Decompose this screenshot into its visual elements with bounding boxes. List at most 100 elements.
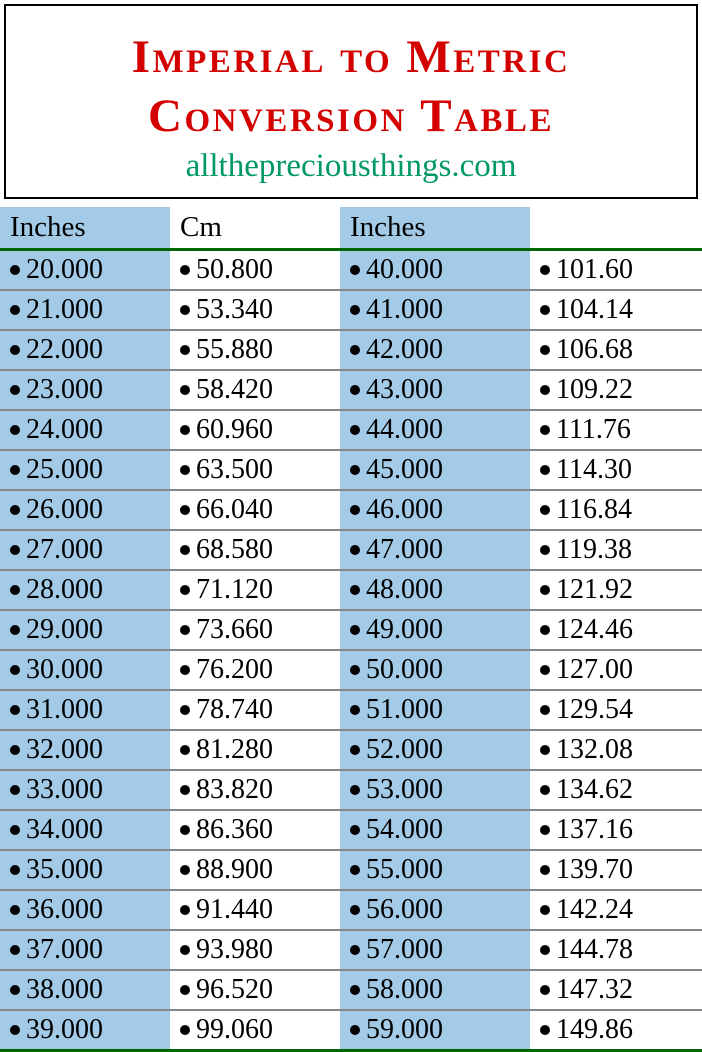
- bullet-icon: [350, 705, 360, 715]
- bullet-icon: [350, 465, 360, 475]
- column-header: Cm: [170, 207, 340, 250]
- table-cell: 106.68: [530, 330, 702, 370]
- table-header-row: InchesCmInches: [0, 207, 702, 250]
- table-cell: 24.000: [0, 410, 170, 450]
- bullet-icon: [540, 585, 550, 595]
- cell-value: 106.68: [556, 334, 633, 365]
- table-cell: 57.000: [340, 930, 530, 970]
- bullet-icon: [10, 425, 20, 435]
- table-cell: 38.000: [0, 970, 170, 1010]
- table-row: 28.00071.12048.000121.92: [0, 570, 702, 610]
- table-cell: 23.000: [0, 370, 170, 410]
- table-cell: 54.000: [340, 810, 530, 850]
- table-cell: 58.420: [170, 370, 340, 410]
- bullet-icon: [180, 745, 190, 755]
- bullet-icon: [10, 585, 20, 595]
- cell-value: 137.16: [556, 814, 633, 845]
- cell-value: 28.000: [26, 574, 103, 605]
- bullet-icon: [180, 305, 190, 315]
- table-cell: 53.000: [340, 770, 530, 810]
- table-cell: 44.000: [340, 410, 530, 450]
- cell-value: 68.580: [196, 534, 273, 565]
- bullet-icon: [180, 425, 190, 435]
- cell-value: 47.000: [366, 534, 443, 565]
- table-cell: 20.000: [0, 249, 170, 290]
- cell-value: 39.000: [26, 1014, 103, 1045]
- cell-value: 93.980: [196, 934, 273, 965]
- cell-value: 36.000: [26, 894, 103, 925]
- table-row: 26.00066.04046.000116.84: [0, 490, 702, 530]
- table-cell: 134.62: [530, 770, 702, 810]
- table-cell: 68.580: [170, 530, 340, 570]
- table-cell: 41.000: [340, 290, 530, 330]
- bullet-icon: [350, 785, 360, 795]
- bullet-icon: [180, 905, 190, 915]
- table-cell: 60.960: [170, 410, 340, 450]
- cell-value: 34.000: [26, 814, 103, 845]
- cell-value: 111.76: [556, 414, 631, 445]
- header-box: Imperial to Metric Conversion Table allt…: [4, 4, 698, 199]
- bullet-icon: [350, 945, 360, 955]
- cell-value: 58.420: [196, 374, 273, 405]
- table-cell: 66.040: [170, 490, 340, 530]
- cell-value: 78.740: [196, 694, 273, 725]
- cell-value: 60.960: [196, 414, 273, 445]
- cell-value: 104.14: [556, 294, 633, 325]
- subtitle-url: allthepreciousthings.com: [14, 148, 688, 185]
- bullet-icon: [540, 745, 550, 755]
- table-cell: 49.000: [340, 610, 530, 650]
- bullet-icon: [10, 625, 20, 635]
- cell-value: 38.000: [26, 974, 103, 1005]
- table-cell: 124.46: [530, 610, 702, 650]
- bullet-icon: [540, 465, 550, 475]
- bullet-icon: [10, 1025, 20, 1035]
- cell-value: 116.84: [556, 494, 632, 525]
- cell-value: 25.000: [26, 454, 103, 485]
- table-row: 34.00086.36054.000137.16: [0, 810, 702, 850]
- table-row: 32.00081.28052.000132.08: [0, 730, 702, 770]
- bullet-icon: [10, 385, 20, 395]
- column-header: Inches: [0, 207, 170, 250]
- bullet-icon: [10, 545, 20, 555]
- cell-value: 23.000: [26, 374, 103, 405]
- bullet-icon: [350, 825, 360, 835]
- cell-value: 43.000: [366, 374, 443, 405]
- bullet-icon: [540, 945, 550, 955]
- bullet-icon: [10, 785, 20, 795]
- bullet-icon: [180, 665, 190, 675]
- cell-value: 57.000: [366, 934, 443, 965]
- table-cell: 127.00: [530, 650, 702, 690]
- bullet-icon: [350, 985, 360, 995]
- table-cell: 101.60: [530, 249, 702, 290]
- cell-value: 76.200: [196, 654, 273, 685]
- table-row: 21.00053.34041.000104.14: [0, 290, 702, 330]
- table-cell: 32.000: [0, 730, 170, 770]
- bullet-icon: [540, 785, 550, 795]
- bullet-icon: [10, 905, 20, 915]
- table-cell: 99.060: [170, 1010, 340, 1051]
- bullet-icon: [10, 345, 20, 355]
- cell-value: 48.000: [366, 574, 443, 605]
- cell-value: 73.660: [196, 614, 273, 645]
- table-cell: 111.76: [530, 410, 702, 450]
- cell-value: 53.000: [366, 774, 443, 805]
- bullet-icon: [350, 505, 360, 515]
- bullet-icon: [180, 465, 190, 475]
- cell-value: 134.62: [556, 774, 633, 805]
- cell-value: 71.120: [196, 574, 273, 605]
- cell-value: 50.800: [196, 254, 273, 285]
- column-header: [530, 207, 702, 250]
- table-cell: 43.000: [340, 370, 530, 410]
- bullet-icon: [540, 705, 550, 715]
- cell-value: 147.32: [556, 974, 633, 1005]
- bullet-icon: [180, 825, 190, 835]
- cell-value: 139.70: [556, 854, 633, 885]
- table-cell: 34.000: [0, 810, 170, 850]
- cell-value: 149.86: [556, 1014, 633, 1045]
- cell-value: 54.000: [366, 814, 443, 845]
- cell-value: 142.24: [556, 894, 633, 925]
- table-cell: 33.000: [0, 770, 170, 810]
- bullet-icon: [180, 1025, 190, 1035]
- cell-value: 51.000: [366, 694, 443, 725]
- bullet-icon: [540, 265, 550, 275]
